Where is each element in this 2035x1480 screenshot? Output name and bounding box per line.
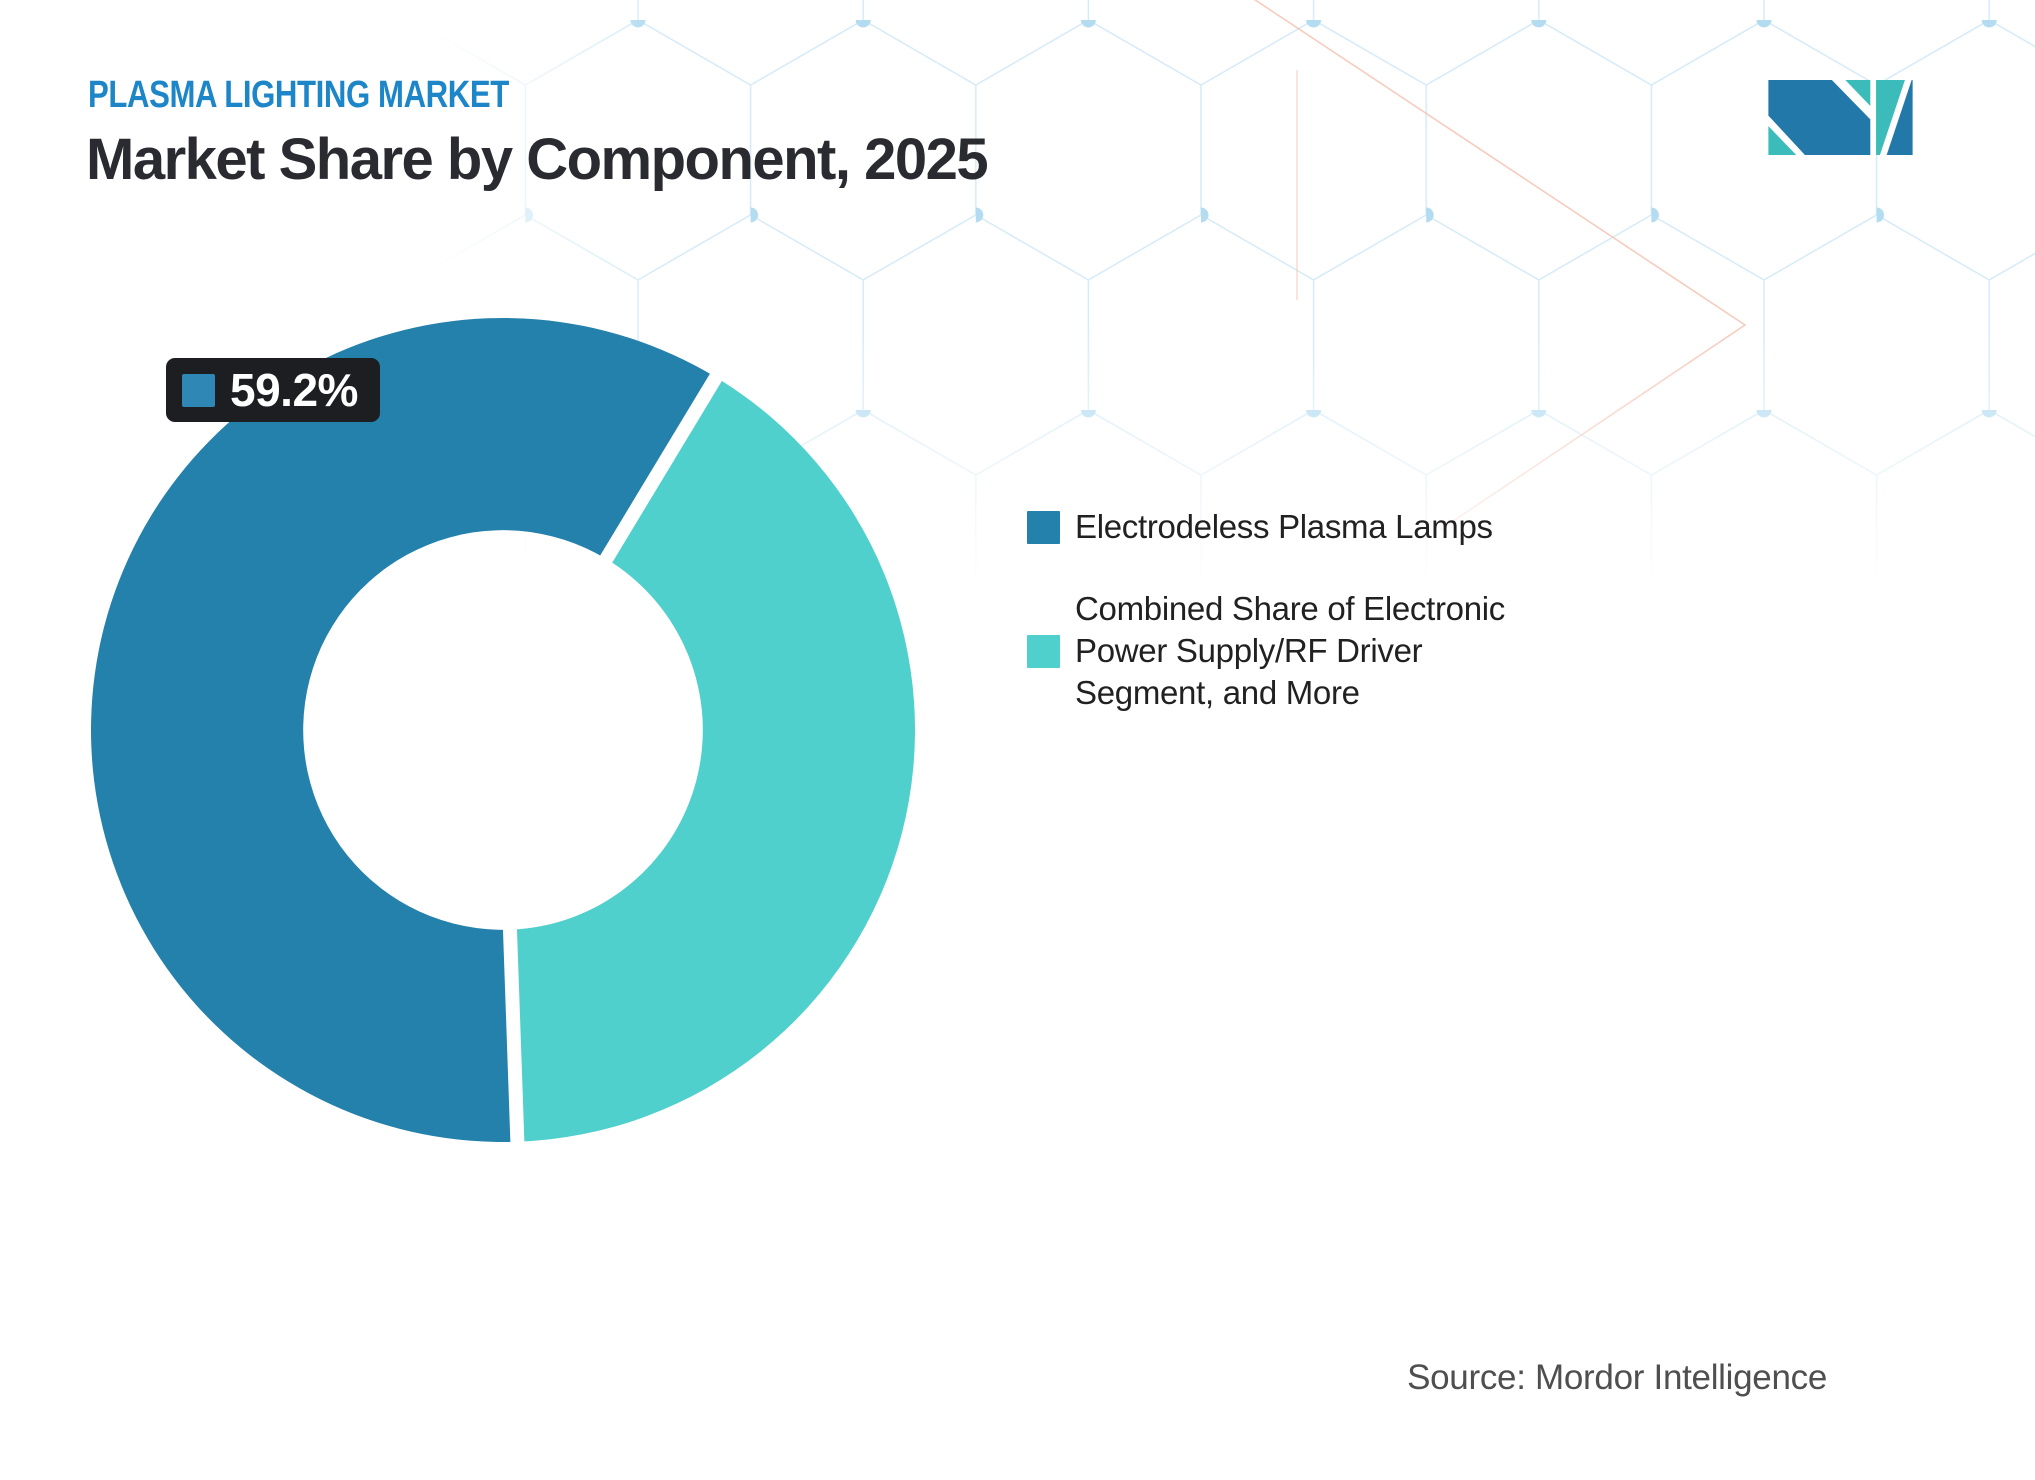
legend-label: Combined Share of Electronic Power Suppl… — [1075, 590, 1505, 711]
legend-item-electrodeless-plasma-lamps: Electrodeless Plasma Lamps — [1027, 506, 1687, 548]
chart-legend: Electrodeless Plasma Lamps Combined Shar… — [1027, 506, 1687, 714]
legend-swatch-power-supply-rf-driver — [1027, 634, 1060, 668]
mordor-intelligence-logo — [1768, 80, 1913, 155]
market-name-eyebrow: PLASMA LIGHTING MARKET — [88, 74, 509, 116]
donut-chart — [91, 317, 915, 1144]
legend-label: Electrodeless Plasma Lamps — [1075, 508, 1493, 545]
slice-separator — [595, 371, 723, 572]
legend-item-power-supply-rf-driver: Combined Share of Electronic Power Suppl… — [1027, 588, 1687, 714]
legend-swatch-electrodeless-plasma-lamps — [1027, 510, 1060, 544]
donut-slice-1 — [509, 377, 915, 1142]
donut-slice-0 — [91, 317, 716, 1142]
callout-swatch — [182, 373, 215, 407]
callout-value: 59.2% — [230, 364, 358, 416]
slice-separator — [502, 919, 525, 1144]
chart-title: Market Share by Component, 2025 — [86, 127, 989, 192]
value-callout-badge: 59.2% — [166, 358, 380, 422]
source-attribution: Source: Mordor Intelligence — [1407, 1358, 1827, 1397]
